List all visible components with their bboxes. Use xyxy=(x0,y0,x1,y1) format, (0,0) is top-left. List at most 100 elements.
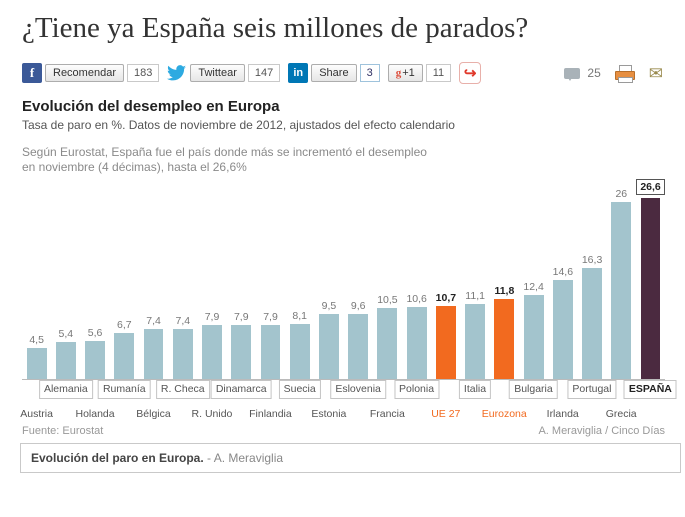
chart-subtitle: Tasa de paro en %. Datos de noviembre de… xyxy=(22,118,455,132)
bar-column: 10,7 xyxy=(431,292,460,379)
bar-value-label: 10,6 xyxy=(406,292,427,305)
share-bar: f Recomendar 183 Twittear 147 in Share 3… xyxy=(22,62,663,84)
bar-column: 26 xyxy=(607,188,636,379)
axis-label: Dinamarca xyxy=(210,380,272,399)
chart-plot: 4,5 5,4 5,6 6,7 7,4 7,4 7,9 7,9 7,9 8,1 9,5 9,6 10,5… xyxy=(22,177,665,380)
gplus-widget: g+1 11 xyxy=(387,64,452,82)
bar-value-label: 26 xyxy=(615,188,628,201)
page-title: ¿Tiene ya España seis millones de parado… xyxy=(22,12,529,44)
bar-austria xyxy=(26,348,47,379)
bar-estonia xyxy=(319,314,339,379)
chart-axis: Austria Alemania Holanda Rumanía Bélgica R. C… xyxy=(20,380,677,424)
axis-label: ESPAÑA xyxy=(623,380,677,399)
linkedin-icon: in xyxy=(288,63,309,83)
print-icon[interactable] xyxy=(614,64,635,83)
bar-column: 6,7 xyxy=(110,319,139,379)
facebook-count: 183 xyxy=(126,64,160,82)
facebook-icon: f xyxy=(22,63,42,83)
axis-label: Irlanda xyxy=(546,408,579,420)
bar-eurozona xyxy=(494,298,515,379)
bar-column: 7,9 xyxy=(256,311,285,379)
linkedin-widget: in Share 3 xyxy=(288,63,380,83)
bar-value-label: 5,4 xyxy=(58,328,74,341)
bar-value-label: 9,6 xyxy=(350,299,366,312)
caption-credit: - A. Meraviglia xyxy=(203,451,284,465)
bar-column: 11,8 xyxy=(490,285,519,379)
axis-label: Bélgica xyxy=(136,408,171,420)
bar-column: 10,6 xyxy=(402,293,431,379)
axis-label: Estonia xyxy=(311,408,347,420)
bar-value-label: 7,4 xyxy=(146,314,161,327)
bar-column: 4,5 xyxy=(22,334,51,379)
bar-eslovenia xyxy=(348,313,369,379)
bar-value-label: 6,7 xyxy=(117,319,132,332)
bar-italia xyxy=(465,303,486,379)
bar-value-label: 10,7 xyxy=(435,292,457,305)
tweet-button[interactable]: Twittear xyxy=(190,64,245,82)
axis-label: Rumanía xyxy=(97,380,151,399)
bar-value-label: 7,9 xyxy=(233,311,249,324)
axis-label: R. Unido xyxy=(191,408,233,420)
bar-column: 5,6 xyxy=(80,327,109,379)
bar-r-unido xyxy=(202,325,222,379)
comments-widget[interactable]: 25 xyxy=(564,66,601,81)
axis-label: Alemania xyxy=(38,380,93,399)
bar-value-label: 12,4 xyxy=(523,280,544,293)
caption-title: Evolución del paro en Europa. xyxy=(31,451,204,465)
bar-column: 7,9 xyxy=(227,311,256,379)
bar-value-label: 9,5 xyxy=(321,300,337,313)
axis-label: R. Checa xyxy=(155,380,210,399)
twitter-widget: Twittear 147 xyxy=(167,64,281,82)
twitter-bird-icon xyxy=(167,65,187,81)
bar-portugal xyxy=(582,268,602,379)
axis-label: Bulgaria xyxy=(509,380,558,399)
bar-column: 16,3 xyxy=(577,254,606,379)
bar-rumanía xyxy=(114,333,135,379)
linkedin-share-button[interactable]: Share xyxy=(311,64,357,82)
facebook-recommend-button[interactable]: Recomendar xyxy=(45,64,124,82)
linkedin-count: 3 xyxy=(359,64,380,82)
comments-count: 25 xyxy=(587,66,601,80)
bar-value-label: 10,5 xyxy=(377,293,398,306)
bar-column: 8,1 xyxy=(285,310,314,379)
bar-column: 14,6 xyxy=(548,266,577,379)
chart-annotation: Según Eurostat, España fue el país donde… xyxy=(22,145,427,174)
bar-value-label: 14,6 xyxy=(552,265,574,278)
meneame-icon[interactable]: ↪ xyxy=(459,62,482,84)
bar-value-label: 11,1 xyxy=(465,289,485,302)
gplus-icon: g xyxy=(395,67,402,79)
bar-r-checa xyxy=(172,328,193,379)
axis-label: Portugal xyxy=(567,380,617,399)
bar-españa xyxy=(640,198,661,379)
article-actions: 25 ✉ xyxy=(564,63,663,83)
twitter-count: 147 xyxy=(247,64,281,82)
bar-alemania xyxy=(55,342,76,379)
chart-module: Evolución del desempleo en Europa Tasa d… xyxy=(20,98,677,437)
axis-label: Francia xyxy=(369,408,405,420)
email-icon[interactable]: ✉ xyxy=(648,63,663,83)
axis-label: Suecia xyxy=(278,380,321,399)
facebook-widget: f Recomendar 183 xyxy=(22,63,160,83)
bar-value-label: 26,6 xyxy=(636,179,665,196)
bar-value-label: 5,6 xyxy=(87,326,103,339)
bar-column: 10,5 xyxy=(373,294,402,379)
image-caption: Evolución del paro en Europa. - A. Merav… xyxy=(20,443,681,473)
chart-source: Fuente: Eurostat xyxy=(22,425,104,437)
bar-column: 12,4 xyxy=(519,281,548,379)
bar-value-label: 7,4 xyxy=(175,314,191,327)
bar-value-label: 16,3 xyxy=(581,254,603,267)
bar-irlanda xyxy=(552,279,573,379)
bar-francia xyxy=(377,307,398,379)
bar-suecia xyxy=(289,323,310,379)
gplus-button[interactable]: g+1 xyxy=(387,64,423,82)
bar-column: 5,4 xyxy=(51,328,80,379)
bar-bélgica xyxy=(143,328,164,379)
axis-label: Italia xyxy=(458,380,492,399)
bar-column: 26,6 xyxy=(636,179,665,379)
bar-holanda xyxy=(85,340,106,379)
axis-label: Holanda xyxy=(75,408,115,420)
bar-column: 9,6 xyxy=(344,300,373,379)
bar-column: 7,4 xyxy=(168,315,197,379)
bar-finlandia xyxy=(260,325,281,379)
bar-value-label: 7,9 xyxy=(263,311,278,324)
